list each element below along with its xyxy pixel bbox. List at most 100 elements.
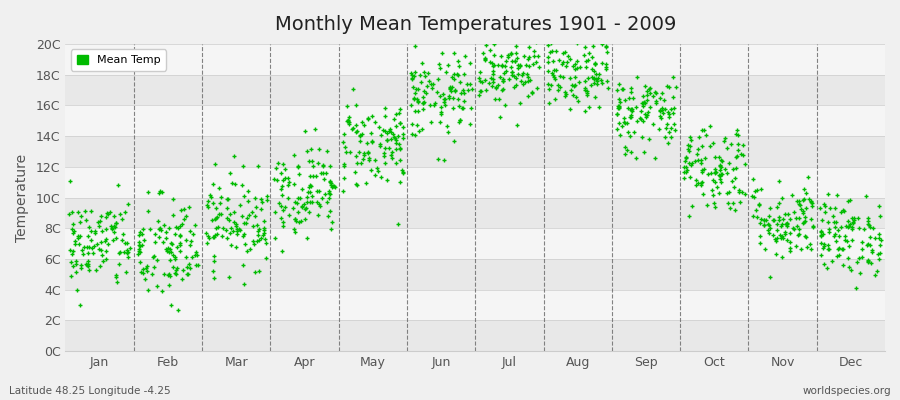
Point: [316, 170, 330, 177]
Point: [395, 170, 410, 176]
Point: [358, 180, 373, 186]
Point: [544, 24, 559, 31]
Point: [695, 169, 709, 175]
Point: [105, 226, 120, 232]
Point: [275, 176, 290, 183]
Point: [384, 136, 399, 142]
Point: [432, 61, 446, 67]
Point: [252, 236, 266, 243]
Point: [716, 158, 730, 164]
Point: [640, 92, 654, 99]
Point: [568, 74, 582, 80]
Point: [342, 118, 356, 125]
Point: [719, 190, 733, 196]
Point: [456, 105, 471, 111]
Point: [376, 150, 391, 156]
Point: [98, 238, 112, 244]
Point: [820, 191, 834, 197]
Point: [387, 134, 401, 140]
Point: [496, 78, 510, 84]
Y-axis label: Temperature: Temperature: [15, 154, 29, 242]
Point: [667, 121, 681, 127]
Point: [497, 21, 511, 27]
Point: [220, 235, 234, 241]
Point: [382, 145, 397, 151]
Point: [438, 96, 453, 102]
Point: [768, 236, 782, 243]
Point: [502, 76, 517, 83]
Point: [638, 111, 652, 117]
Point: [274, 192, 289, 198]
Point: [698, 166, 712, 172]
Point: [852, 270, 867, 276]
Point: [681, 142, 696, 148]
Point: [230, 230, 244, 237]
Point: [63, 246, 77, 253]
Point: [246, 238, 260, 244]
Point: [504, 51, 518, 58]
Point: [553, 73, 567, 79]
Point: [707, 166, 722, 172]
Point: [443, 85, 457, 91]
Point: [512, 62, 526, 68]
Point: [817, 241, 832, 247]
Point: [695, 127, 709, 133]
Point: [291, 209, 305, 216]
Point: [82, 224, 96, 230]
Point: [713, 167, 727, 173]
Point: [98, 214, 112, 220]
Point: [227, 218, 241, 225]
Point: [844, 224, 859, 230]
Point: [588, 94, 602, 100]
Point: [813, 204, 827, 211]
Point: [555, 74, 570, 80]
Point: [441, 128, 455, 135]
Point: [418, 73, 432, 80]
Point: [682, 213, 697, 220]
Point: [442, 93, 456, 99]
Point: [230, 223, 244, 230]
Point: [258, 236, 273, 242]
Point: [572, 98, 586, 104]
Point: [165, 240, 179, 247]
Point: [256, 226, 271, 233]
Point: [154, 226, 168, 233]
Point: [736, 141, 751, 148]
Point: [582, 49, 597, 56]
Point: [663, 105, 678, 112]
Point: [67, 248, 81, 254]
Point: [695, 143, 709, 149]
Point: [110, 279, 124, 285]
Point: [456, 71, 471, 77]
Point: [176, 267, 190, 274]
Point: [589, 76, 603, 82]
Point: [640, 112, 654, 118]
Point: [790, 223, 805, 229]
Point: [310, 212, 325, 218]
Point: [707, 204, 722, 210]
Point: [543, 49, 557, 55]
Point: [842, 243, 856, 249]
Point: [173, 233, 187, 239]
Point: [446, 104, 460, 111]
Point: [82, 244, 96, 250]
Point: [503, 50, 517, 56]
Point: [845, 226, 859, 232]
Point: [752, 202, 766, 209]
Point: [75, 247, 89, 254]
Point: [716, 138, 731, 144]
Point: [714, 164, 728, 170]
Point: [563, 106, 578, 112]
Point: [712, 172, 726, 178]
Point: [717, 134, 732, 141]
Point: [418, 90, 433, 96]
Point: [238, 241, 252, 248]
Point: [615, 123, 629, 130]
Point: [546, 67, 561, 73]
Point: [767, 217, 781, 224]
Point: [250, 232, 265, 238]
Point: [364, 130, 378, 136]
Point: [488, 96, 502, 102]
Point: [122, 249, 136, 255]
Point: [821, 242, 835, 248]
